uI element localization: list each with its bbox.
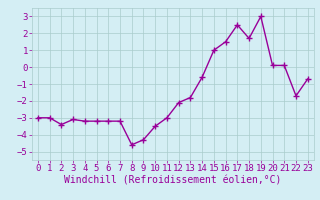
- X-axis label: Windchill (Refroidissement éolien,°C): Windchill (Refroidissement éolien,°C): [64, 176, 282, 186]
